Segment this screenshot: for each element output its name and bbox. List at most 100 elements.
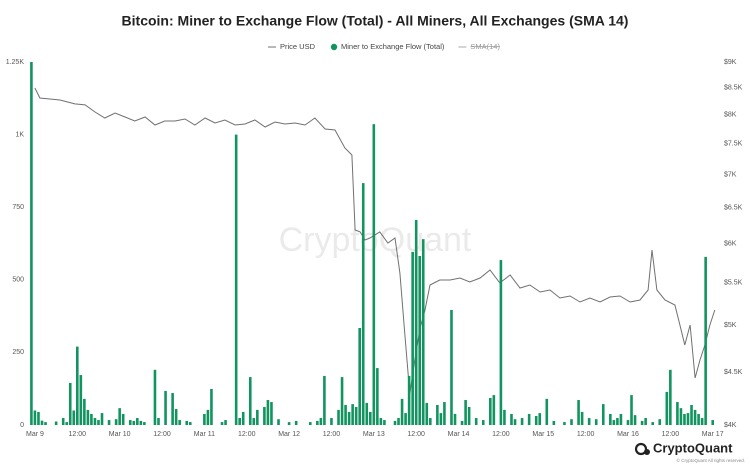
y2-tick-label: $5.5K [724, 279, 743, 286]
bar [44, 422, 47, 425]
bar [474, 418, 478, 425]
brand: CryptoQuant [653, 440, 733, 455]
bar [683, 413, 686, 425]
bar [157, 418, 160, 425]
y2-tick-label: $7K [724, 171, 737, 178]
bar [164, 391, 167, 425]
y2-tick-label: $4K [724, 422, 737, 429]
y-tick-label: 750 [12, 204, 24, 211]
bar [616, 418, 619, 425]
bar [609, 413, 612, 425]
bar [640, 420, 644, 425]
bar [439, 413, 443, 425]
bar [340, 377, 344, 425]
bar [136, 418, 139, 425]
bar [510, 413, 513, 425]
bar [83, 398, 86, 425]
bar [450, 310, 453, 425]
bar [128, 420, 132, 425]
bar [601, 404, 605, 425]
bar [224, 420, 227, 425]
bar [421, 239, 425, 425]
bar [481, 420, 485, 425]
bar [443, 402, 446, 425]
bar [90, 413, 93, 425]
bar [178, 420, 181, 425]
bar [429, 418, 432, 425]
bar [679, 408, 683, 425]
bar [316, 420, 319, 425]
y-tick-label: 0 [20, 422, 24, 429]
bar [489, 397, 492, 425]
bar [587, 418, 591, 425]
bar [651, 422, 654, 425]
bar [132, 420, 136, 425]
watermark: CryptoQuant [279, 221, 472, 259]
bar [404, 413, 407, 425]
bar [658, 419, 662, 425]
bar [436, 404, 439, 425]
bar [619, 413, 623, 425]
bar [418, 255, 422, 425]
bar [669, 369, 672, 425]
bar [206, 409, 210, 425]
bar [33, 410, 37, 425]
bar [594, 419, 598, 425]
bar [492, 395, 496, 425]
x-tick-label: Mar 11 [194, 431, 215, 438]
bar [534, 415, 538, 425]
x-tick-label: Mar 10 [109, 431, 131, 438]
bar [453, 413, 457, 425]
bar [372, 124, 376, 425]
bar [252, 418, 256, 425]
y-tick-label: 1.25K [6, 59, 25, 66]
bar [630, 395, 633, 425]
x-tick-label: Mar 15 [532, 431, 554, 438]
x-tick-label: 12:00 [69, 431, 87, 438]
logo-dot [644, 449, 650, 455]
bar [248, 377, 252, 425]
bar [676, 402, 679, 425]
bar [238, 418, 241, 425]
bar [188, 422, 192, 425]
legend-label: Price USD [280, 42, 316, 51]
bar [580, 411, 584, 425]
bar [171, 393, 174, 425]
y2-tick-label: $9K [724, 59, 737, 66]
bar [185, 420, 189, 425]
y2-tick-label: $8.5K [724, 84, 743, 91]
bar [499, 260, 503, 425]
y2-tick-label: $6.5K [724, 205, 743, 212]
bar [704, 256, 707, 425]
x-tick-label: 12:00 [407, 431, 425, 438]
brand-logo [634, 442, 650, 456]
bar [397, 418, 400, 425]
bar [690, 404, 693, 425]
y-tick-label: 500 [12, 277, 24, 284]
bar [93, 418, 97, 425]
x-tick-label: Mar 14 [448, 431, 470, 438]
bar [361, 183, 365, 425]
bar [65, 422, 69, 425]
bar [407, 375, 411, 425]
bar [54, 421, 58, 425]
bar [79, 375, 83, 425]
bar [263, 406, 266, 425]
bar [686, 413, 690, 425]
x-tick-label: Mar 12 [278, 431, 300, 438]
y2-tick-label: $8K [724, 112, 737, 119]
bar [143, 422, 146, 425]
bar [308, 422, 312, 425]
bar [210, 388, 213, 425]
bar [612, 420, 616, 425]
bar [711, 420, 715, 425]
x-tick-label: 12:00 [238, 431, 256, 438]
bar [513, 419, 517, 425]
bar [379, 418, 383, 425]
bar [354, 406, 358, 425]
x-tick-label: 12:00 [662, 431, 680, 438]
bar [563, 422, 566, 425]
x-tick-label: Mar 13 [363, 431, 385, 438]
bar [665, 391, 669, 425]
bar [153, 369, 157, 425]
